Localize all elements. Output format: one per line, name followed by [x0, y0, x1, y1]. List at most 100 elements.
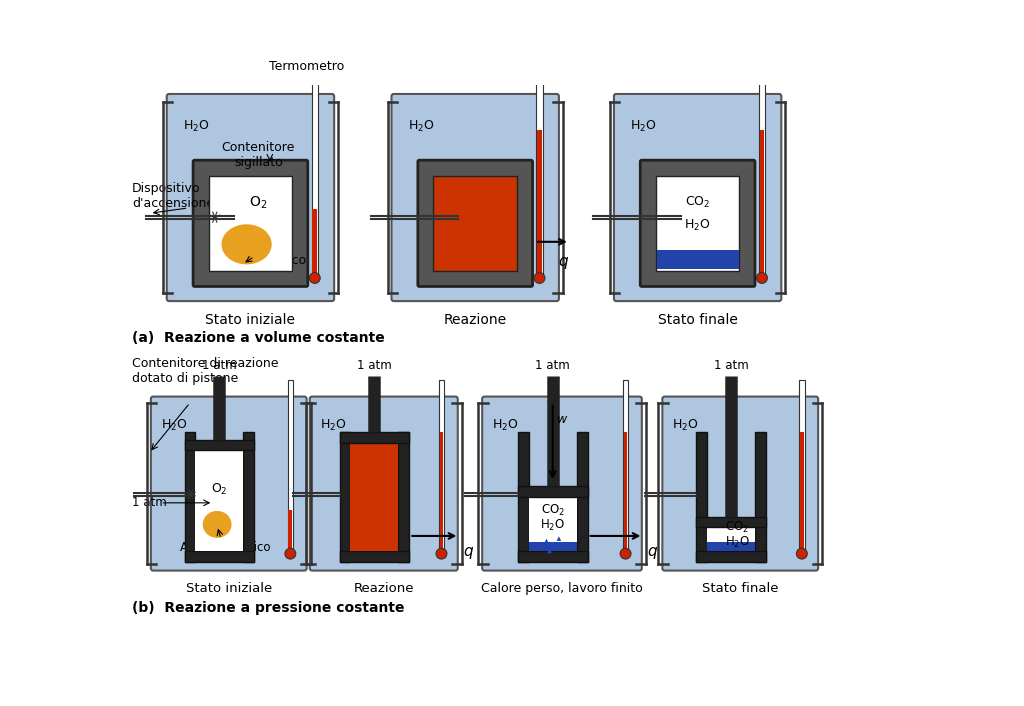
Bar — [340, 432, 410, 443]
Bar — [312, 209, 317, 278]
Text: CO$_2$: CO$_2$ — [541, 503, 564, 517]
Text: 1 atm: 1 atm — [202, 359, 237, 372]
Text: Stato iniziale: Stato iniziale — [185, 582, 272, 595]
Bar — [577, 432, 588, 562]
Text: Stato finale: Stato finale — [657, 313, 737, 327]
Bar — [538, 130, 542, 278]
Bar — [537, 81, 543, 278]
Bar — [209, 176, 292, 271]
Text: H$_2$O: H$_2$O — [319, 418, 346, 433]
Circle shape — [797, 549, 807, 559]
Text: w: w — [557, 413, 567, 426]
Text: H$_2$O: H$_2$O — [673, 418, 699, 433]
Text: Acido palmitico: Acido palmitico — [210, 254, 306, 267]
Bar — [759, 81, 765, 278]
Text: H$_2$O: H$_2$O — [540, 518, 565, 533]
Circle shape — [309, 273, 321, 283]
Text: (a)  Reazione a volume costante: (a) Reazione a volume costante — [132, 331, 385, 345]
Bar — [518, 432, 528, 562]
Bar — [439, 432, 443, 554]
Bar — [755, 432, 766, 562]
Text: 1 atm: 1 atm — [714, 359, 749, 372]
Bar — [350, 443, 398, 551]
Text: Termometro: Termometro — [269, 60, 345, 73]
FancyBboxPatch shape — [391, 94, 559, 301]
Text: H$_2$O: H$_2$O — [408, 119, 434, 134]
Ellipse shape — [221, 225, 271, 264]
Text: Reazione: Reazione — [443, 313, 507, 327]
Text: (b)  Reazione a pressione costante: (b) Reazione a pressione costante — [132, 601, 404, 615]
FancyBboxPatch shape — [482, 397, 642, 570]
Text: Reazione: Reazione — [353, 582, 414, 595]
Bar — [518, 486, 588, 496]
Bar — [696, 432, 707, 562]
FancyBboxPatch shape — [151, 397, 306, 570]
FancyBboxPatch shape — [640, 160, 755, 287]
Text: O$_2$: O$_2$ — [211, 481, 227, 497]
FancyBboxPatch shape — [663, 397, 818, 570]
FancyBboxPatch shape — [167, 94, 334, 301]
Bar — [244, 432, 254, 562]
Circle shape — [436, 549, 446, 559]
Text: Dispositivo
d'accensione: Dispositivo d'accensione — [132, 182, 214, 210]
FancyBboxPatch shape — [614, 94, 781, 301]
Bar — [707, 542, 755, 551]
Bar — [528, 542, 577, 551]
Text: Calore perso, lavoro finito: Calore perso, lavoro finito — [481, 582, 643, 595]
Text: q: q — [647, 544, 656, 558]
Text: Stato finale: Stato finale — [702, 582, 778, 595]
Text: H$_2$O: H$_2$O — [684, 217, 711, 233]
Polygon shape — [547, 549, 552, 554]
Text: 1 atm: 1 atm — [132, 496, 167, 509]
Text: O$_2$: O$_2$ — [249, 194, 267, 210]
Text: Contenitore di reazione
dotato di pistone: Contenitore di reazione dotato di piston… — [132, 357, 279, 385]
Bar — [184, 440, 254, 450]
Text: Stato iniziale: Stato iniziale — [206, 313, 296, 327]
Circle shape — [285, 549, 296, 559]
FancyBboxPatch shape — [309, 397, 458, 570]
Bar — [184, 551, 254, 562]
Text: q: q — [463, 544, 473, 558]
Text: Acido palmitico: Acido palmitico — [179, 542, 270, 554]
Polygon shape — [557, 537, 561, 541]
Bar — [624, 432, 628, 554]
Bar — [438, 380, 444, 554]
Bar — [289, 510, 292, 554]
Bar — [623, 380, 629, 554]
Text: H$_2$O: H$_2$O — [630, 119, 656, 134]
Polygon shape — [544, 539, 549, 543]
Text: H$_2$O: H$_2$O — [493, 418, 519, 433]
Bar — [800, 432, 804, 554]
FancyBboxPatch shape — [194, 160, 308, 287]
Bar — [350, 432, 398, 551]
Bar — [696, 517, 766, 527]
Text: CO$_2$: CO$_2$ — [725, 520, 750, 534]
Bar — [288, 380, 293, 554]
Ellipse shape — [203, 511, 231, 538]
Bar — [799, 380, 805, 554]
Bar — [707, 527, 755, 551]
Circle shape — [621, 549, 631, 559]
Text: H$_2$O: H$_2$O — [183, 119, 210, 134]
Text: 1 atm: 1 atm — [536, 359, 570, 372]
Bar — [655, 176, 739, 271]
FancyBboxPatch shape — [418, 160, 532, 287]
Polygon shape — [550, 542, 555, 547]
Bar — [696, 551, 766, 562]
Bar — [433, 176, 517, 271]
Text: Contenitore
sigillato: Contenitore sigillato — [221, 141, 295, 169]
Circle shape — [757, 273, 767, 283]
Bar — [311, 81, 317, 278]
Circle shape — [535, 273, 545, 283]
Bar — [184, 432, 196, 562]
Bar — [196, 450, 244, 551]
Bar — [340, 432, 350, 562]
Text: CO$_2$: CO$_2$ — [685, 195, 711, 210]
Text: H$_2$O: H$_2$O — [161, 418, 187, 433]
Bar — [760, 130, 764, 278]
Bar — [398, 432, 410, 562]
Bar — [656, 250, 738, 269]
Bar — [340, 551, 410, 562]
Text: H$_2$O: H$_2$O — [725, 535, 750, 550]
Text: q: q — [559, 254, 568, 269]
